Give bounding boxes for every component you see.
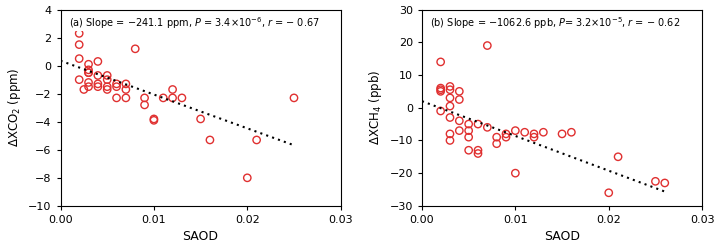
Point bbox=[463, 148, 474, 152]
Point bbox=[251, 138, 262, 142]
Text: (b) Slope = −1062.6 ppb, $P$= 3.2×10$^{-5}$, $r$ = − 0.62: (b) Slope = −1062.6 ppb, $P$= 3.2×10$^{-… bbox=[431, 15, 680, 31]
Point bbox=[435, 88, 446, 92]
Point bbox=[158, 96, 169, 100]
Point bbox=[472, 122, 484, 126]
Point bbox=[603, 191, 614, 195]
Point bbox=[83, 71, 94, 75]
Point bbox=[472, 148, 484, 152]
Point bbox=[454, 98, 465, 102]
Point bbox=[130, 47, 141, 51]
Point bbox=[482, 44, 493, 48]
Point bbox=[83, 62, 94, 66]
Point bbox=[92, 73, 104, 77]
Point bbox=[500, 132, 512, 136]
Point bbox=[444, 88, 456, 92]
Y-axis label: ΔXCO$_2$ (ppm): ΔXCO$_2$ (ppm) bbox=[6, 68, 22, 147]
Point bbox=[444, 104, 456, 108]
Point bbox=[92, 60, 104, 63]
Point bbox=[454, 119, 465, 123]
Point bbox=[528, 135, 540, 139]
Point bbox=[102, 87, 113, 91]
Point bbox=[454, 89, 465, 93]
Point bbox=[92, 82, 104, 86]
Point bbox=[120, 96, 132, 100]
Point bbox=[528, 132, 540, 136]
Point bbox=[557, 132, 568, 136]
Point bbox=[148, 117, 160, 121]
Point bbox=[167, 87, 179, 91]
Point bbox=[288, 96, 300, 100]
Point bbox=[102, 78, 113, 82]
Point bbox=[120, 82, 132, 86]
Point bbox=[111, 85, 122, 89]
Point bbox=[83, 71, 94, 75]
Y-axis label: ΔXCH$_4$ (ppb): ΔXCH$_4$ (ppb) bbox=[367, 70, 384, 145]
Point bbox=[435, 86, 446, 90]
Point bbox=[491, 135, 503, 139]
Point bbox=[241, 176, 253, 180]
Point bbox=[612, 155, 624, 159]
Point bbox=[111, 82, 122, 86]
Point bbox=[139, 96, 150, 100]
Point bbox=[482, 125, 493, 129]
Point bbox=[111, 96, 122, 100]
Point bbox=[500, 135, 512, 139]
Text: (a) Slope = −241.1 ppm, $P$ = 3.4×10$^{-6}$, $r$ = − 0.67: (a) Slope = −241.1 ppm, $P$ = 3.4×10$^{-… bbox=[69, 15, 320, 31]
Point bbox=[435, 109, 446, 113]
Point bbox=[435, 60, 446, 64]
Point bbox=[73, 57, 85, 61]
Point bbox=[519, 130, 531, 134]
Point bbox=[444, 132, 456, 136]
Point bbox=[435, 89, 446, 93]
Point bbox=[102, 85, 113, 89]
Point bbox=[444, 138, 456, 142]
Point bbox=[510, 171, 521, 175]
Point bbox=[566, 130, 577, 134]
Point bbox=[83, 85, 94, 89]
Point bbox=[463, 129, 474, 133]
Point bbox=[148, 118, 160, 122]
Point bbox=[167, 96, 179, 100]
Point bbox=[73, 31, 85, 35]
Point bbox=[120, 87, 132, 91]
Point bbox=[472, 152, 484, 156]
Point bbox=[83, 80, 94, 84]
Point bbox=[444, 84, 456, 88]
Point bbox=[444, 96, 456, 100]
Point bbox=[463, 122, 474, 126]
Point bbox=[83, 68, 94, 72]
Point bbox=[463, 135, 474, 139]
X-axis label: SAOD: SAOD bbox=[183, 230, 219, 244]
Point bbox=[659, 181, 670, 185]
Point bbox=[92, 85, 104, 89]
Point bbox=[176, 96, 188, 100]
Point bbox=[73, 78, 85, 82]
Point bbox=[454, 129, 465, 133]
Point bbox=[444, 116, 456, 120]
Point bbox=[491, 142, 503, 146]
Point bbox=[204, 138, 216, 142]
X-axis label: SAOD: SAOD bbox=[544, 230, 580, 244]
Point bbox=[139, 103, 150, 107]
Point bbox=[510, 129, 521, 133]
Point bbox=[195, 117, 207, 121]
Point bbox=[649, 179, 661, 183]
Point bbox=[102, 73, 113, 77]
Point bbox=[538, 130, 549, 134]
Point bbox=[78, 87, 89, 91]
Point bbox=[73, 43, 85, 47]
